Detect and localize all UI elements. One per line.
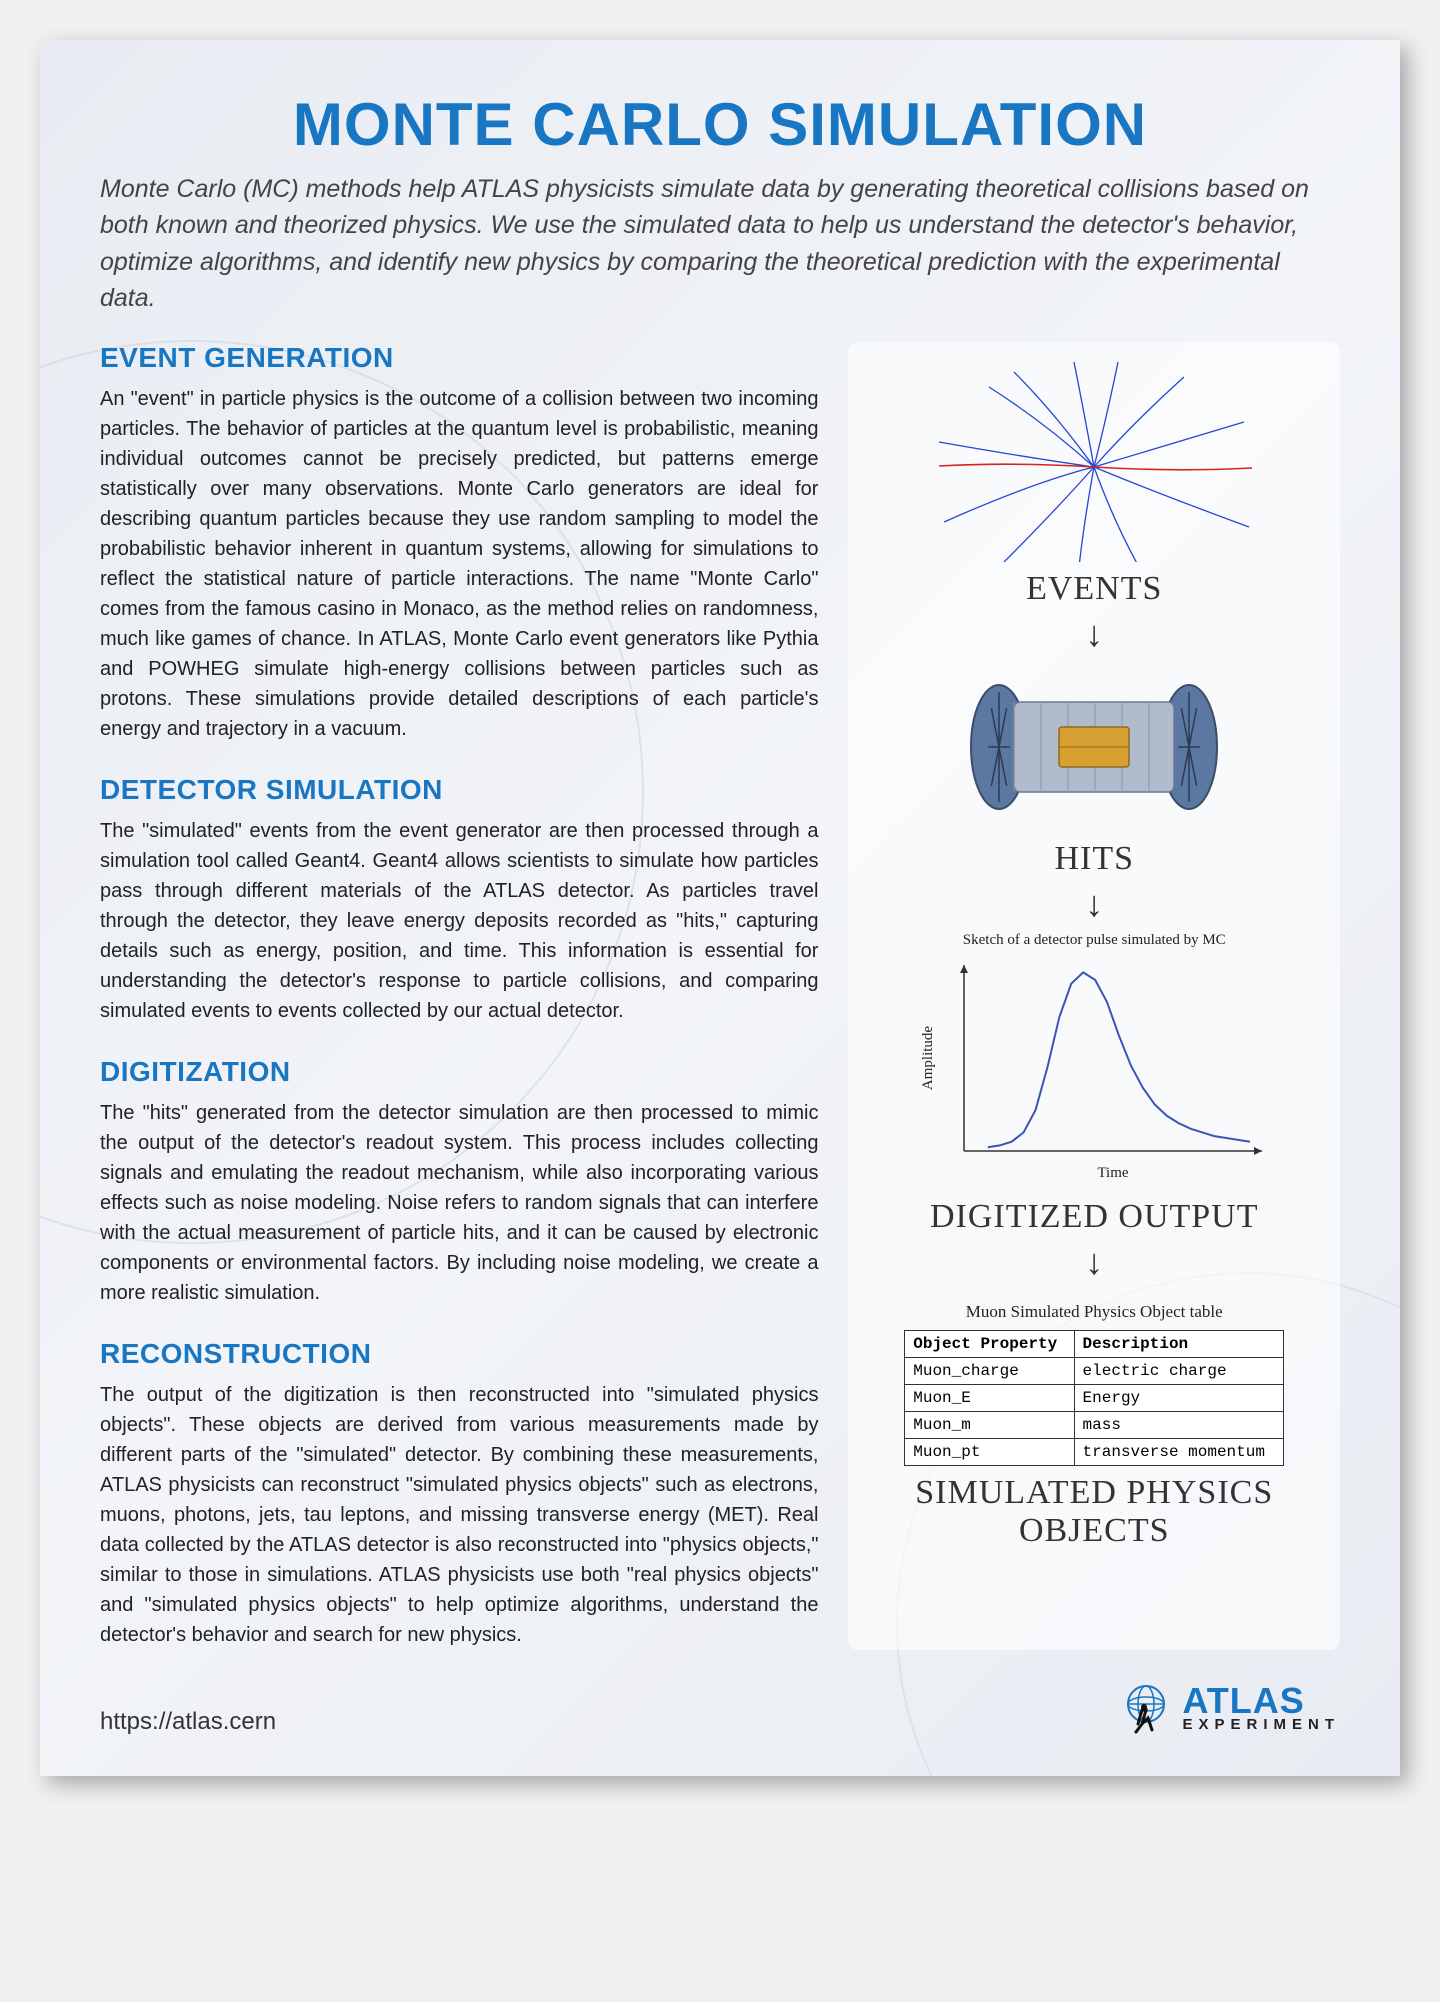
section-heading-detector-simulation: DETECTOR SIMULATION — [100, 774, 818, 806]
main-title: MONTE CARLO SIMULATION — [100, 90, 1340, 159]
left-column: EVENT GENERATION An "event" in particle … — [100, 342, 818, 1650]
table-row: Muon_EEnergy — [905, 1385, 1284, 1412]
table-row: Muon_pttransverse momentum — [905, 1439, 1284, 1466]
table-row: Muon_chargeelectric charge — [905, 1358, 1284, 1385]
pulse-chart-box: Sketch of a detector pulse simulated by … — [914, 932, 1274, 1190]
arrow-down-icon: ↓ — [1085, 616, 1103, 652]
table-caption: Muon Simulated Physics Object table — [904, 1302, 1284, 1322]
stage-label-simobj-line2: OBJECTS — [1019, 1512, 1170, 1550]
table-row: Muon_mmass — [905, 1412, 1284, 1439]
poster-page: MONTE CARLO SIMULATION Monte Carlo (MC) … — [40, 40, 1400, 1776]
atlas-logo: ATLAS EXPERIMENT — [1118, 1680, 1340, 1736]
stage-label-events: EVENTS — [1026, 570, 1162, 608]
arrow-down-icon: ↓ — [1085, 886, 1103, 922]
svg-text:Amplitude: Amplitude — [920, 1026, 936, 1091]
footer-url: https://atlas.cern — [100, 1708, 276, 1736]
detector-diagram — [954, 662, 1234, 832]
table-header: Object Property — [905, 1331, 1074, 1358]
pulse-caption: Sketch of a detector pulse simulated by … — [914, 932, 1274, 949]
logo-sub-text: EXPERIMENT — [1182, 1718, 1340, 1732]
atlas-globe-icon — [1118, 1680, 1174, 1736]
atlas-logo-text: ATLAS EXPERIMENT — [1182, 1684, 1340, 1732]
stage-label-hits: HITS — [1054, 840, 1134, 878]
right-column-pipeline: EVENTS ↓ HITS ↓ Sketch of a detector pul… — [848, 342, 1340, 1650]
pulse-chart: Time Amplitude — [914, 955, 1274, 1185]
section-body-detector-simulation: The "simulated" events from the event ge… — [100, 816, 818, 1026]
section-heading-reconstruction: RECONSTRUCTION — [100, 1338, 818, 1370]
physics-object-table: Object PropertyDescriptionMuon_chargeele… — [904, 1330, 1284, 1466]
footer: https://atlas.cern ATLAS EXPERIMENT — [100, 1680, 1340, 1736]
content-row: EVENT GENERATION An "event" in particle … — [100, 342, 1340, 1650]
svg-text:Time: Time — [1098, 1165, 1129, 1181]
logo-main-text: ATLAS — [1182, 1684, 1340, 1718]
arrow-down-icon: ↓ — [1085, 1244, 1103, 1280]
intro-text: Monte Carlo (MC) methods help ATLAS phys… — [100, 171, 1340, 316]
event-tracks-diagram — [934, 362, 1254, 562]
table-header: Description — [1074, 1331, 1284, 1358]
physics-table-box: Muon Simulated Physics Object table Obje… — [904, 1302, 1284, 1466]
section-heading-digitization: DIGITIZATION — [100, 1056, 818, 1088]
section-body-reconstruction: The output of the digitization is then r… — [100, 1380, 818, 1650]
stage-label-simobj-line1: SIMULATED PHYSICS — [915, 1474, 1273, 1512]
section-body-event-generation: An "event" in particle physics is the ou… — [100, 384, 818, 744]
section-heading-event-generation: EVENT GENERATION — [100, 342, 818, 374]
section-body-digitization: The "hits" generated from the detector s… — [100, 1098, 818, 1308]
stage-label-digitized: DIGITIZED OUTPUT — [930, 1198, 1259, 1236]
